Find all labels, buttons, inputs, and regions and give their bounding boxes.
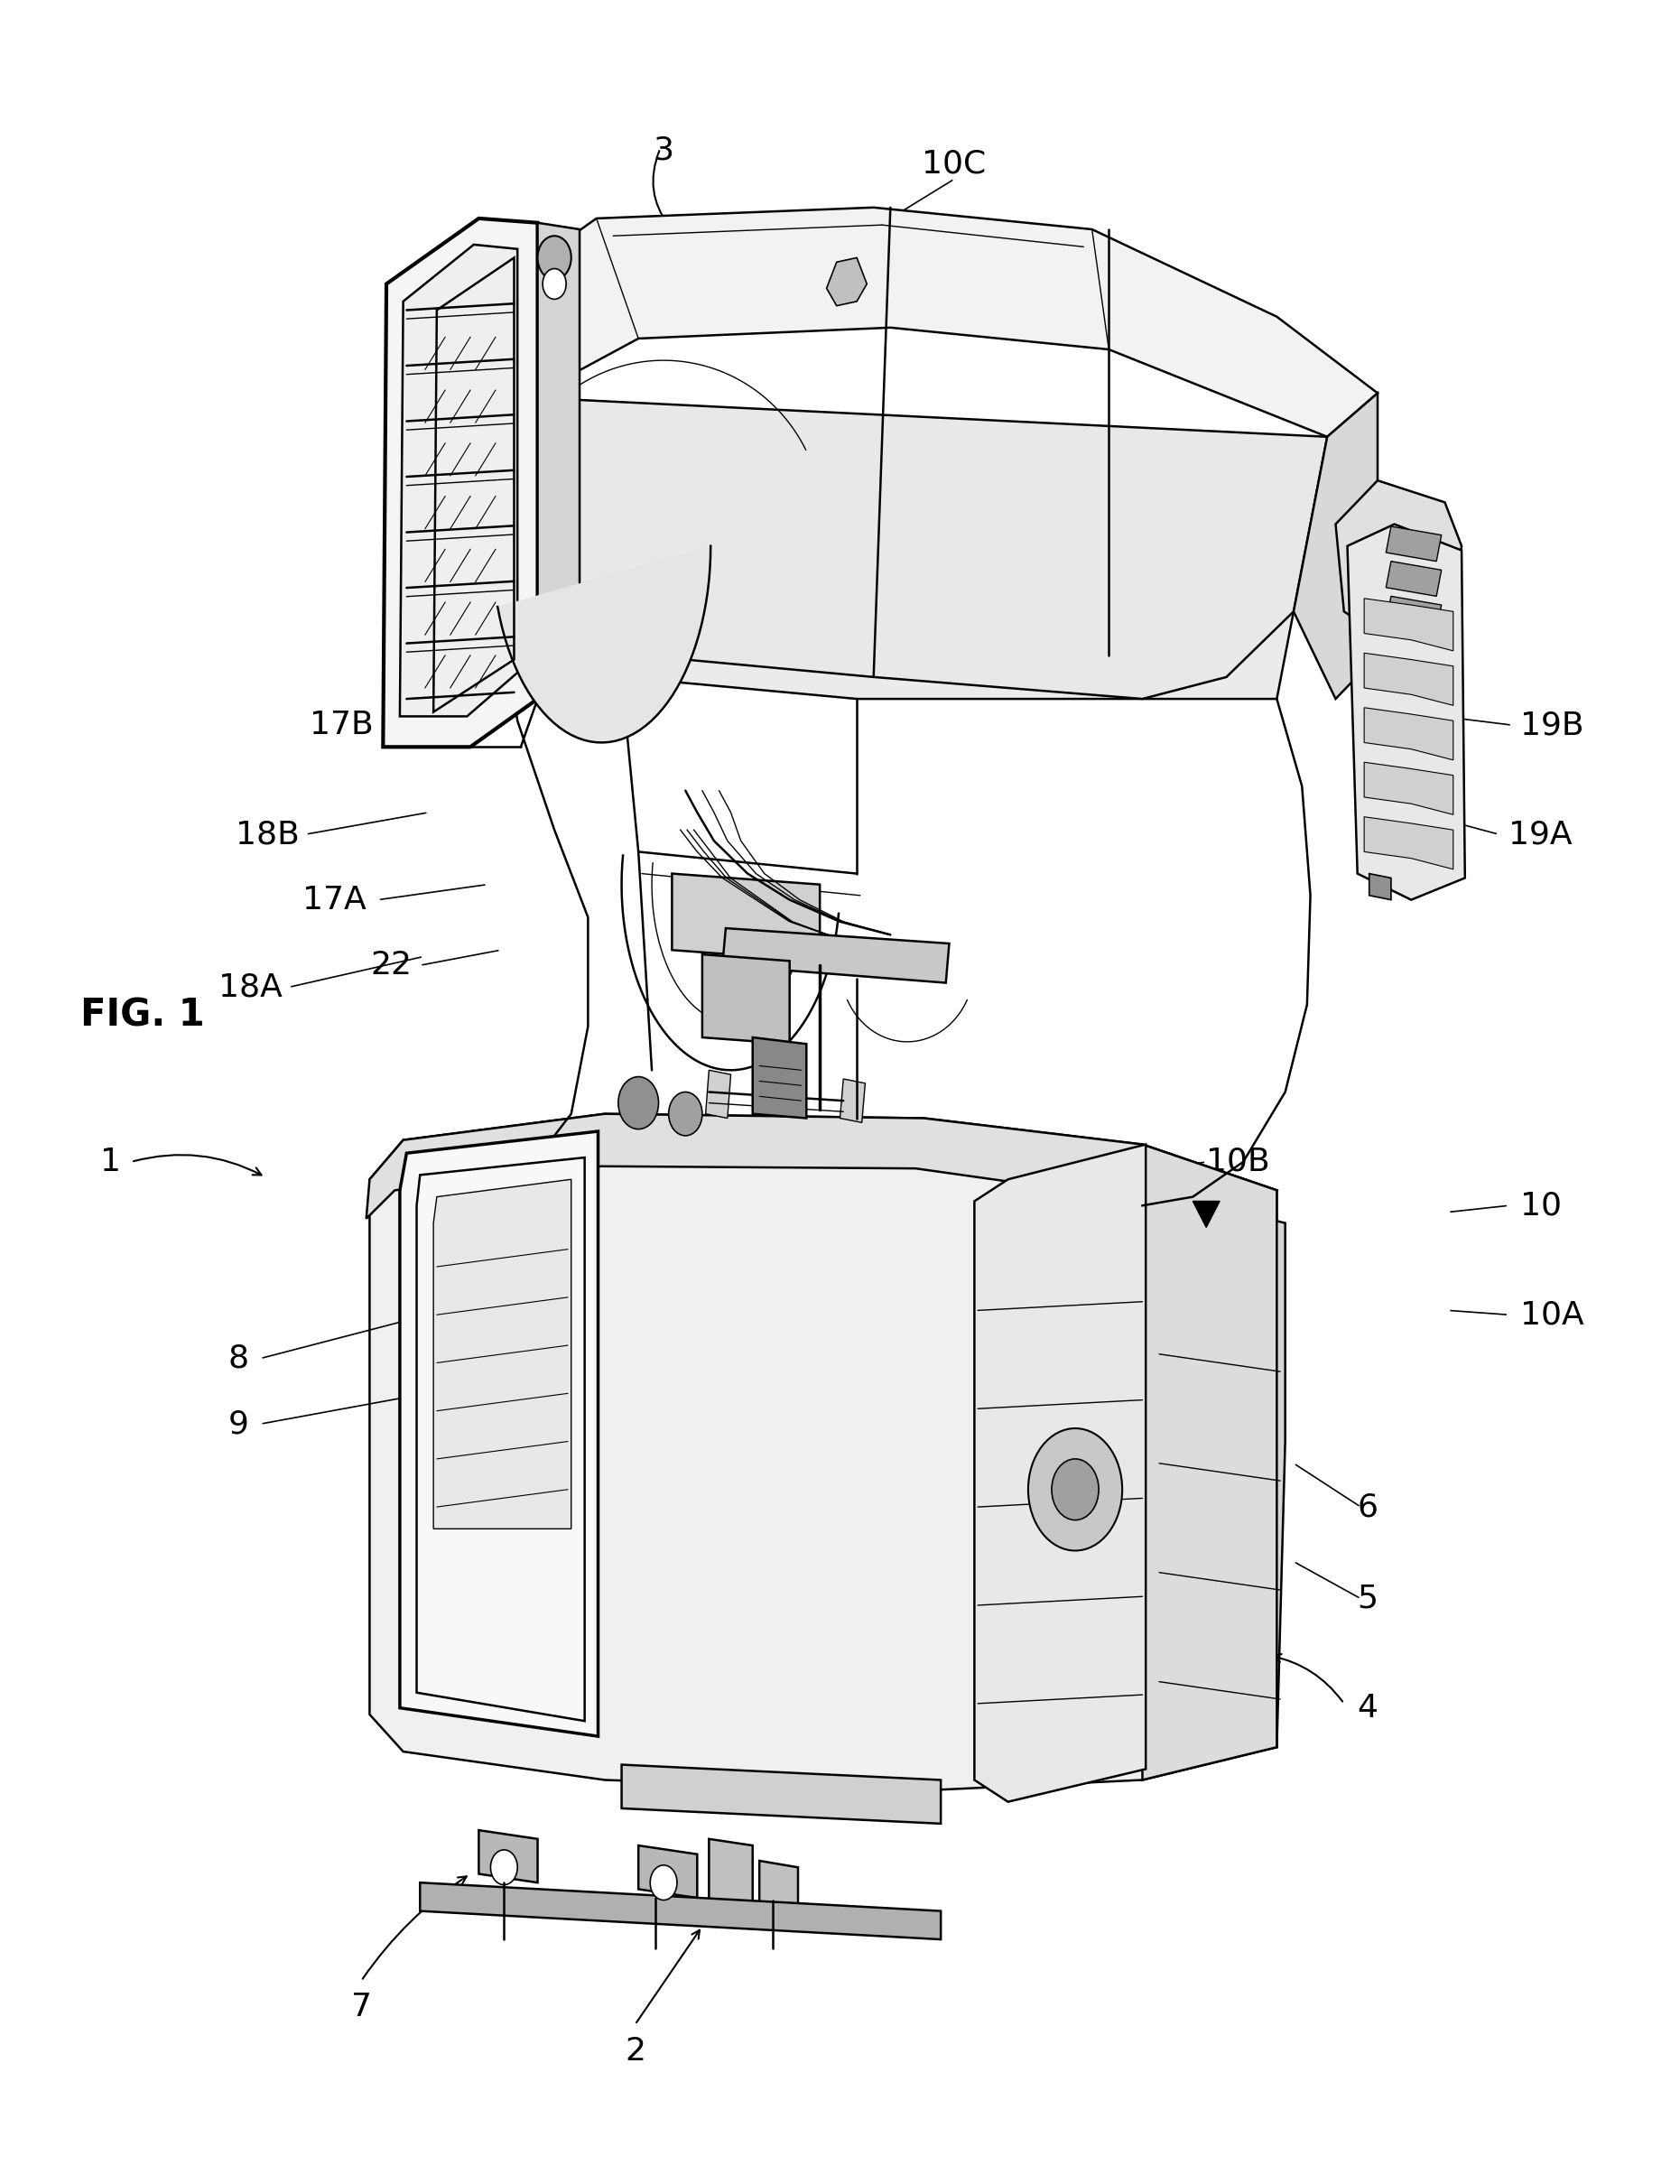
Text: 2: 2 [625,2035,645,2066]
Polygon shape [370,1114,1277,1791]
Polygon shape [1369,874,1391,900]
Polygon shape [1364,708,1453,760]
Polygon shape [1386,526,1441,561]
Polygon shape [706,1070,731,1118]
Text: 10A: 10A [1520,1299,1584,1330]
Polygon shape [400,1131,598,1736]
Text: 3: 3 [654,135,674,166]
Polygon shape [400,245,517,716]
Polygon shape [1193,1201,1220,1227]
Text: 4: 4 [1357,1693,1378,1723]
Text: 20: 20 [1223,317,1265,347]
Polygon shape [538,223,580,710]
Polygon shape [622,1765,941,1824]
Circle shape [618,1077,659,1129]
Text: 18B: 18B [235,819,299,850]
Circle shape [1052,1459,1099,1520]
Polygon shape [479,1830,538,1883]
Text: 17B: 17B [309,710,373,740]
Circle shape [543,269,566,299]
Polygon shape [1142,1144,1277,1780]
Polygon shape [709,1839,753,1907]
Polygon shape [366,1114,1277,1223]
Polygon shape [420,1883,941,1939]
Circle shape [650,1865,677,1900]
Text: 5: 5 [1357,1583,1378,1614]
Circle shape [538,236,571,280]
Text: 19A: 19A [1509,819,1572,850]
Circle shape [491,1850,517,1885]
Text: 19B: 19B [1520,710,1584,740]
Text: 6: 6 [1357,1492,1378,1522]
Polygon shape [1364,653,1453,705]
Polygon shape [1336,480,1462,644]
Polygon shape [1386,561,1441,596]
Polygon shape [487,397,1327,699]
Polygon shape [383,218,538,747]
Polygon shape [702,954,790,1044]
Polygon shape [1386,596,1441,631]
Polygon shape [1347,524,1465,900]
Text: 10: 10 [1520,1190,1562,1221]
Circle shape [1028,1428,1122,1551]
Polygon shape [753,1037,806,1118]
Polygon shape [1152,1190,1285,1773]
Polygon shape [1364,762,1453,815]
Text: 22: 22 [370,950,412,981]
Text: 10B: 10B [1206,1147,1270,1177]
Text: 7: 7 [351,1992,371,2022]
Text: 10C: 10C [922,149,986,179]
Polygon shape [487,397,1294,699]
Polygon shape [497,546,711,743]
Text: 17A: 17A [302,885,366,915]
Polygon shape [638,1845,697,1898]
Polygon shape [840,1079,865,1123]
Text: FIG. 1: FIG. 1 [81,996,205,1035]
Polygon shape [1294,393,1378,699]
Circle shape [669,1092,702,1136]
Polygon shape [722,928,949,983]
Text: 8: 8 [228,1343,249,1374]
Text: 9: 9 [228,1409,249,1439]
Polygon shape [504,207,1378,437]
Text: 1: 1 [101,1147,121,1177]
Polygon shape [1364,817,1453,869]
Polygon shape [974,1144,1146,1802]
Text: 18A: 18A [218,972,282,1002]
Polygon shape [759,1861,798,1918]
Polygon shape [433,1179,571,1529]
Polygon shape [1364,598,1453,651]
Polygon shape [827,258,867,306]
Polygon shape [672,874,820,961]
